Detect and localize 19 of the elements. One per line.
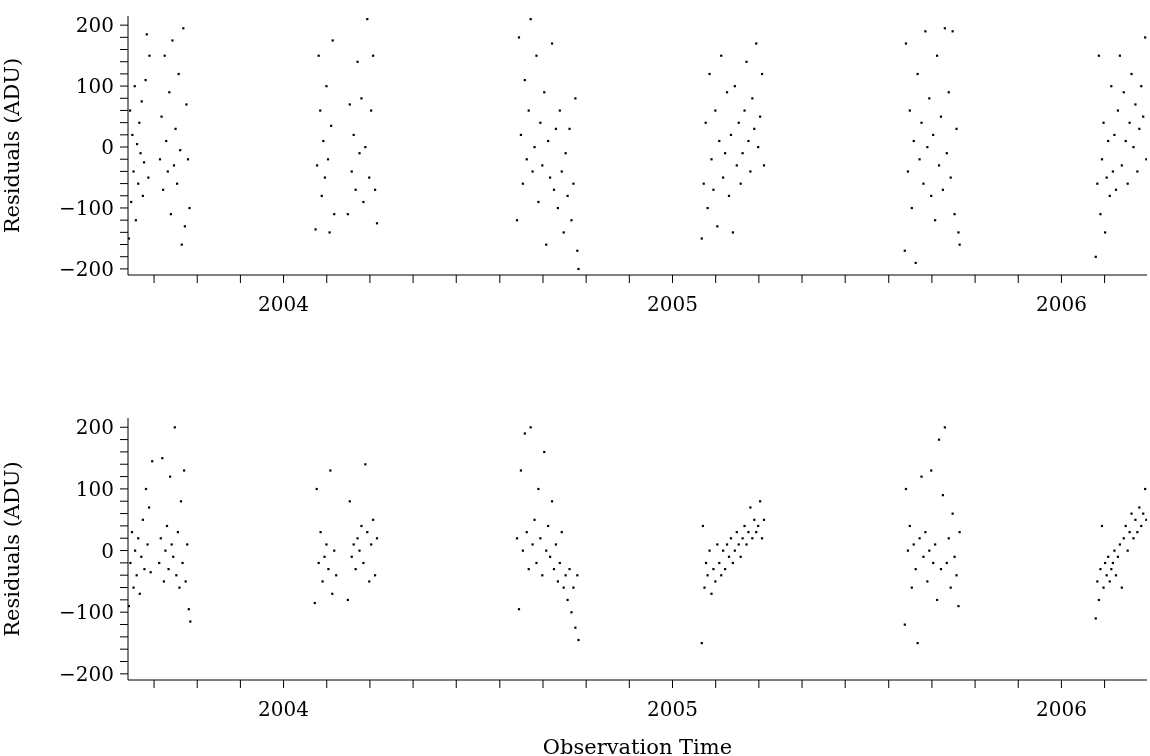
y-axis-title: Residuals (ADU) bbox=[0, 57, 25, 234]
y-tick-label: 200 bbox=[75, 13, 114, 38]
y-tick-label: 100 bbox=[75, 74, 114, 99]
y-tick-label: 200 bbox=[75, 415, 114, 440]
y-tick-label: 0 bbox=[101, 135, 114, 160]
y-tick-label: 100 bbox=[75, 476, 114, 501]
y-axis-title: Residuals (ADU) bbox=[0, 461, 25, 637]
y-tick-label: 0 bbox=[101, 538, 114, 563]
x-tick-label: 2005 bbox=[647, 697, 698, 722]
x-axis-title: Observation Time bbox=[542, 735, 733, 756]
y-tick-label: −100 bbox=[59, 196, 114, 221]
x-tick-label: 2005 bbox=[647, 292, 698, 317]
x-tick-label: 2004 bbox=[258, 292, 310, 317]
x-tick-label: 2006 bbox=[1035, 697, 1087, 722]
x-tick-label: 2006 bbox=[1035, 292, 1087, 317]
y-tick-label: −200 bbox=[59, 257, 114, 282]
y-tick-label: −100 bbox=[59, 600, 114, 625]
y-tick-label: −200 bbox=[59, 661, 114, 686]
x-tick-label: 2004 bbox=[258, 697, 310, 722]
